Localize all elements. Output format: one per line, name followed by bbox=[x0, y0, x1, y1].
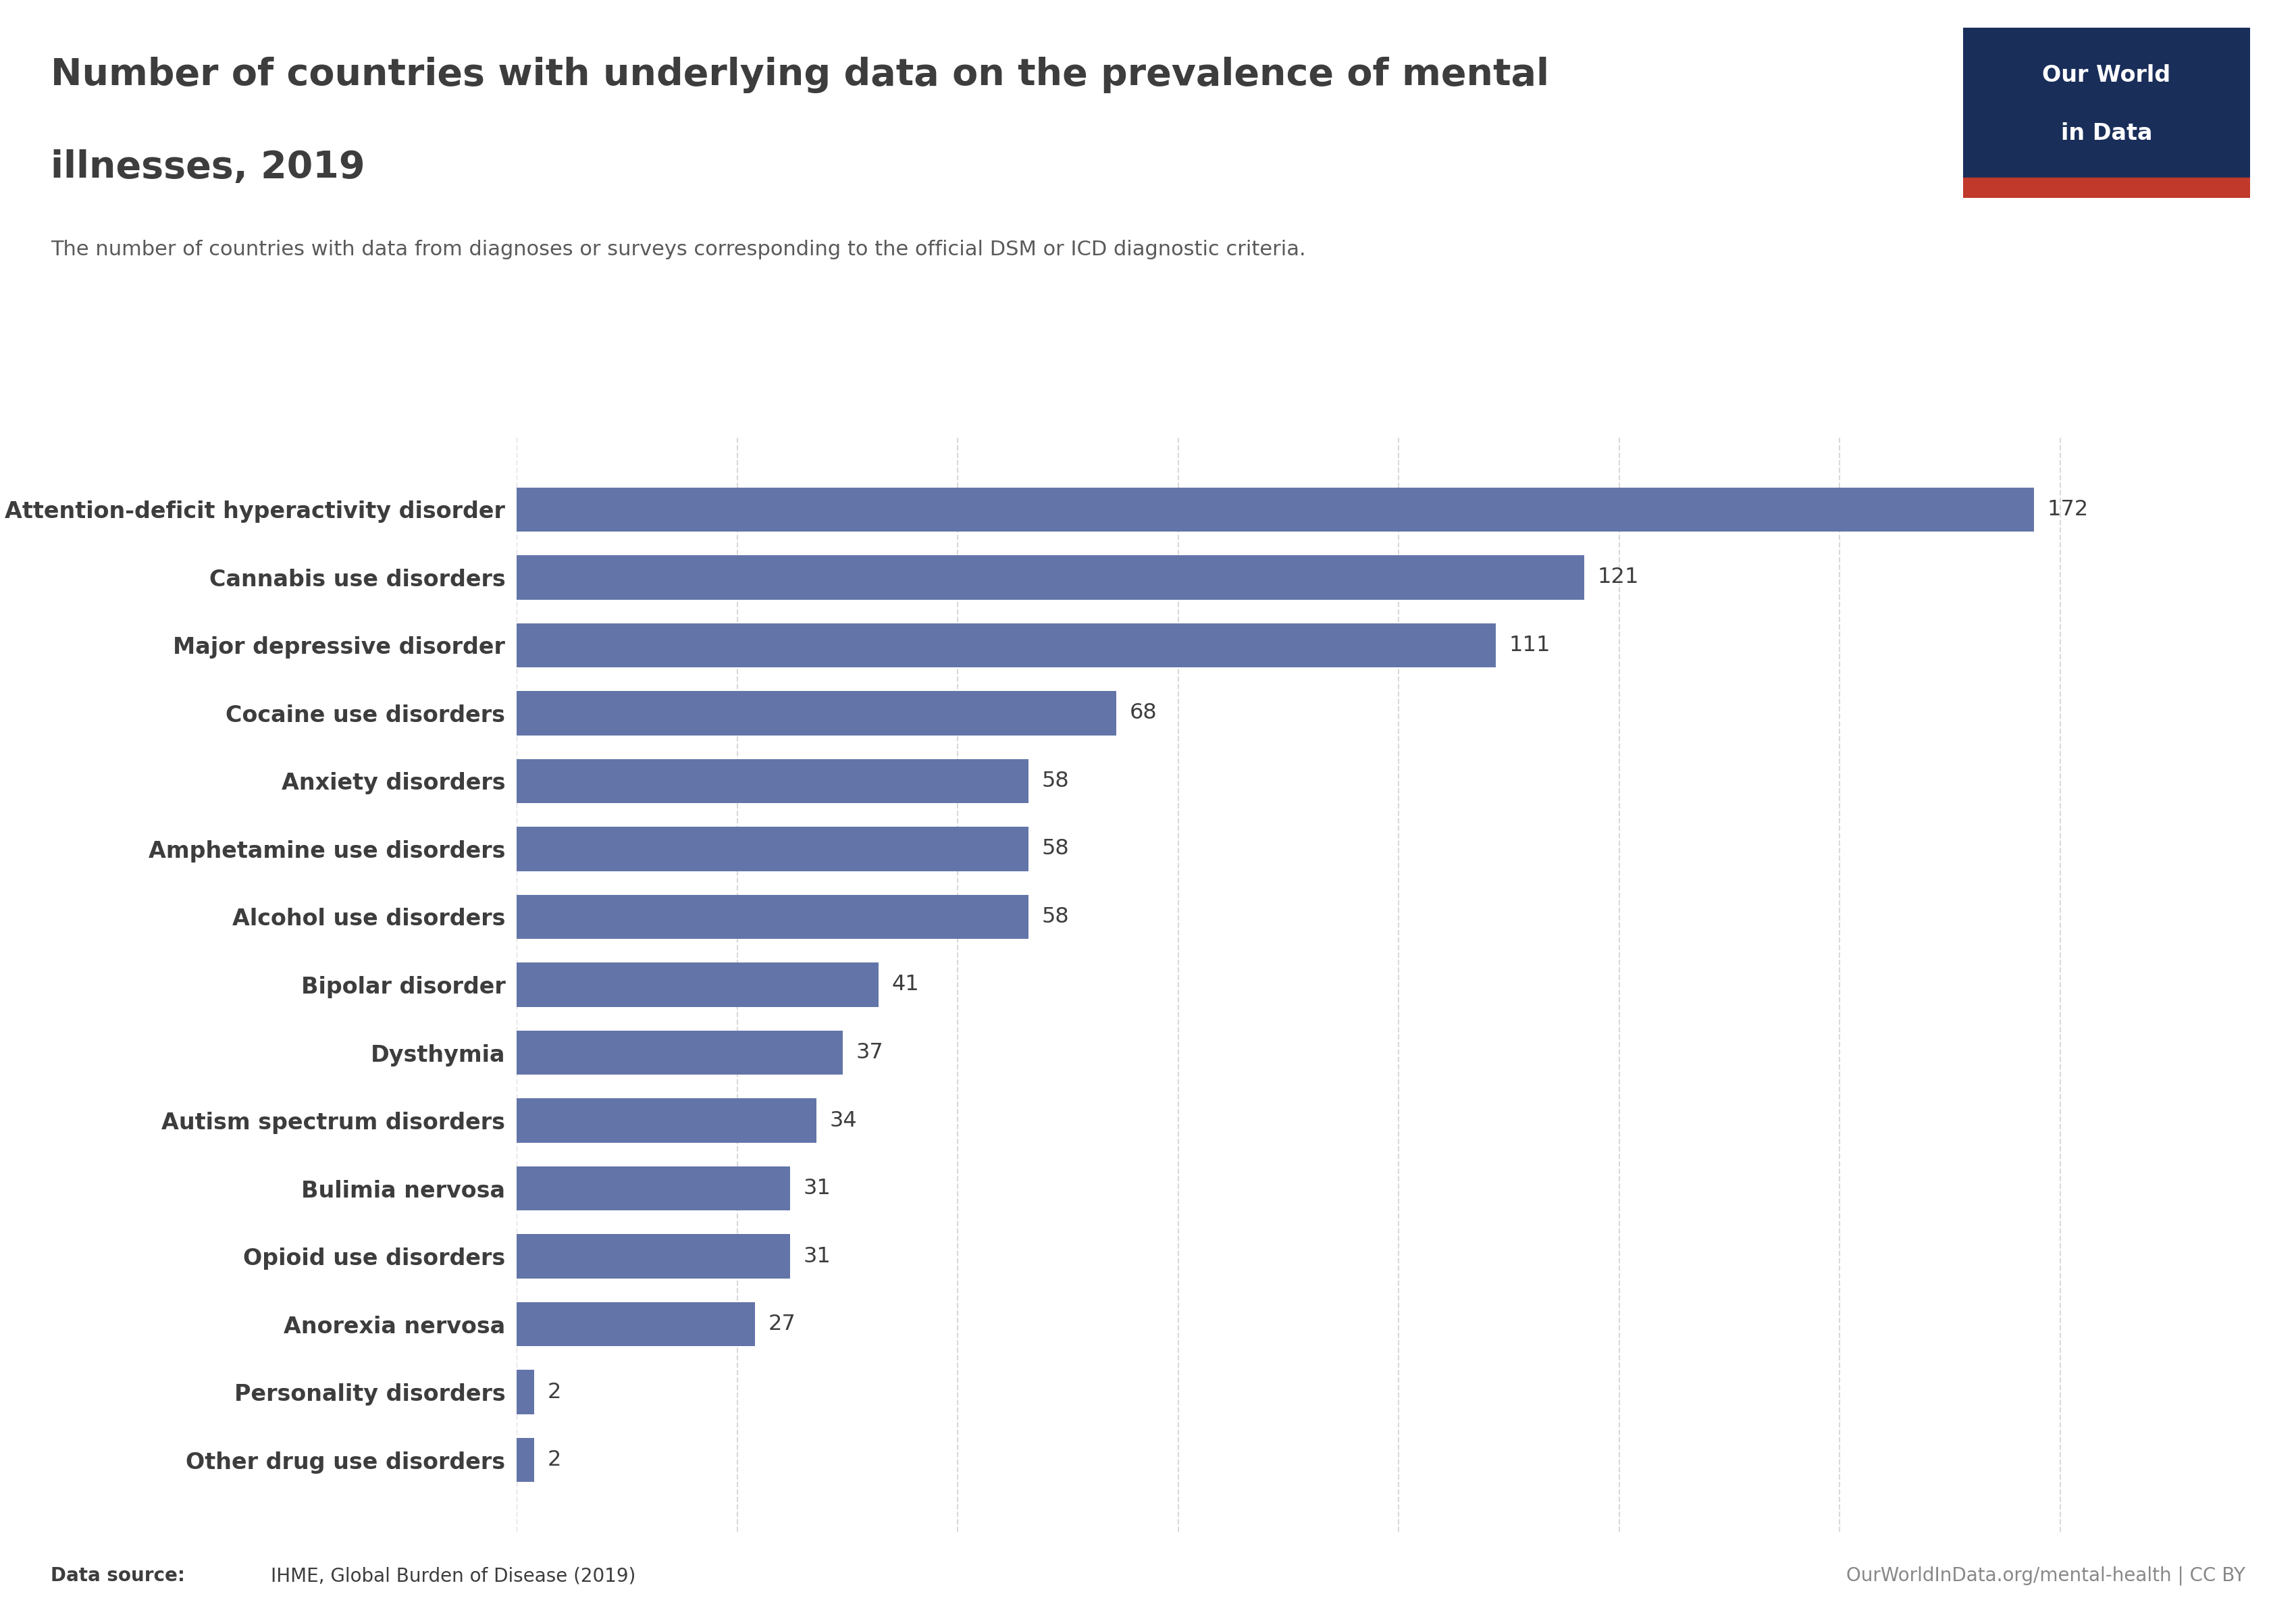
Text: 68: 68 bbox=[1130, 702, 1157, 723]
Text: in Data: in Data bbox=[2062, 122, 2151, 144]
Bar bbox=[517, 1099, 817, 1143]
Text: Number of countries with underlying data on the prevalence of mental: Number of countries with underlying data… bbox=[51, 57, 1550, 92]
Text: OurWorldInData.org/mental-health | CC BY: OurWorldInData.org/mental-health | CC BY bbox=[1846, 1566, 2245, 1585]
Text: 37: 37 bbox=[856, 1042, 884, 1063]
Bar bbox=[517, 827, 1029, 870]
Text: 27: 27 bbox=[767, 1313, 797, 1334]
Bar bbox=[517, 556, 1584, 600]
Text: illnesses, 2019: illnesses, 2019 bbox=[51, 149, 365, 185]
Bar bbox=[517, 963, 879, 1007]
Text: 41: 41 bbox=[891, 974, 918, 995]
Bar bbox=[517, 1438, 535, 1482]
Bar bbox=[517, 1031, 843, 1075]
Bar bbox=[517, 622, 1495, 668]
Bar bbox=[517, 759, 1029, 802]
Text: IHME, Global Burden of Disease (2019): IHME, Global Burden of Disease (2019) bbox=[271, 1566, 636, 1585]
Text: 58: 58 bbox=[1042, 906, 1070, 927]
Bar bbox=[517, 691, 1116, 736]
Bar bbox=[517, 488, 2034, 532]
Text: 2: 2 bbox=[546, 1381, 560, 1402]
Bar bbox=[1963, 177, 2250, 198]
Bar bbox=[517, 1167, 790, 1211]
Text: 58: 58 bbox=[1042, 770, 1070, 791]
Bar bbox=[517, 1302, 755, 1347]
Text: 111: 111 bbox=[1508, 635, 1550, 657]
Text: Our World: Our World bbox=[2043, 65, 2170, 86]
Text: 121: 121 bbox=[1598, 567, 1639, 588]
Text: 58: 58 bbox=[1042, 838, 1070, 859]
Text: 2: 2 bbox=[546, 1449, 560, 1470]
Bar bbox=[517, 1370, 535, 1414]
Bar bbox=[517, 1234, 790, 1279]
Text: The number of countries with data from diagnoses or surveys corresponding to the: The number of countries with data from d… bbox=[51, 240, 1306, 259]
Text: 31: 31 bbox=[804, 1178, 831, 1200]
Text: 31: 31 bbox=[804, 1247, 831, 1268]
Text: 172: 172 bbox=[2048, 499, 2089, 520]
Bar bbox=[517, 895, 1029, 939]
Text: Data source:: Data source: bbox=[51, 1566, 191, 1585]
Text: 34: 34 bbox=[829, 1110, 856, 1131]
